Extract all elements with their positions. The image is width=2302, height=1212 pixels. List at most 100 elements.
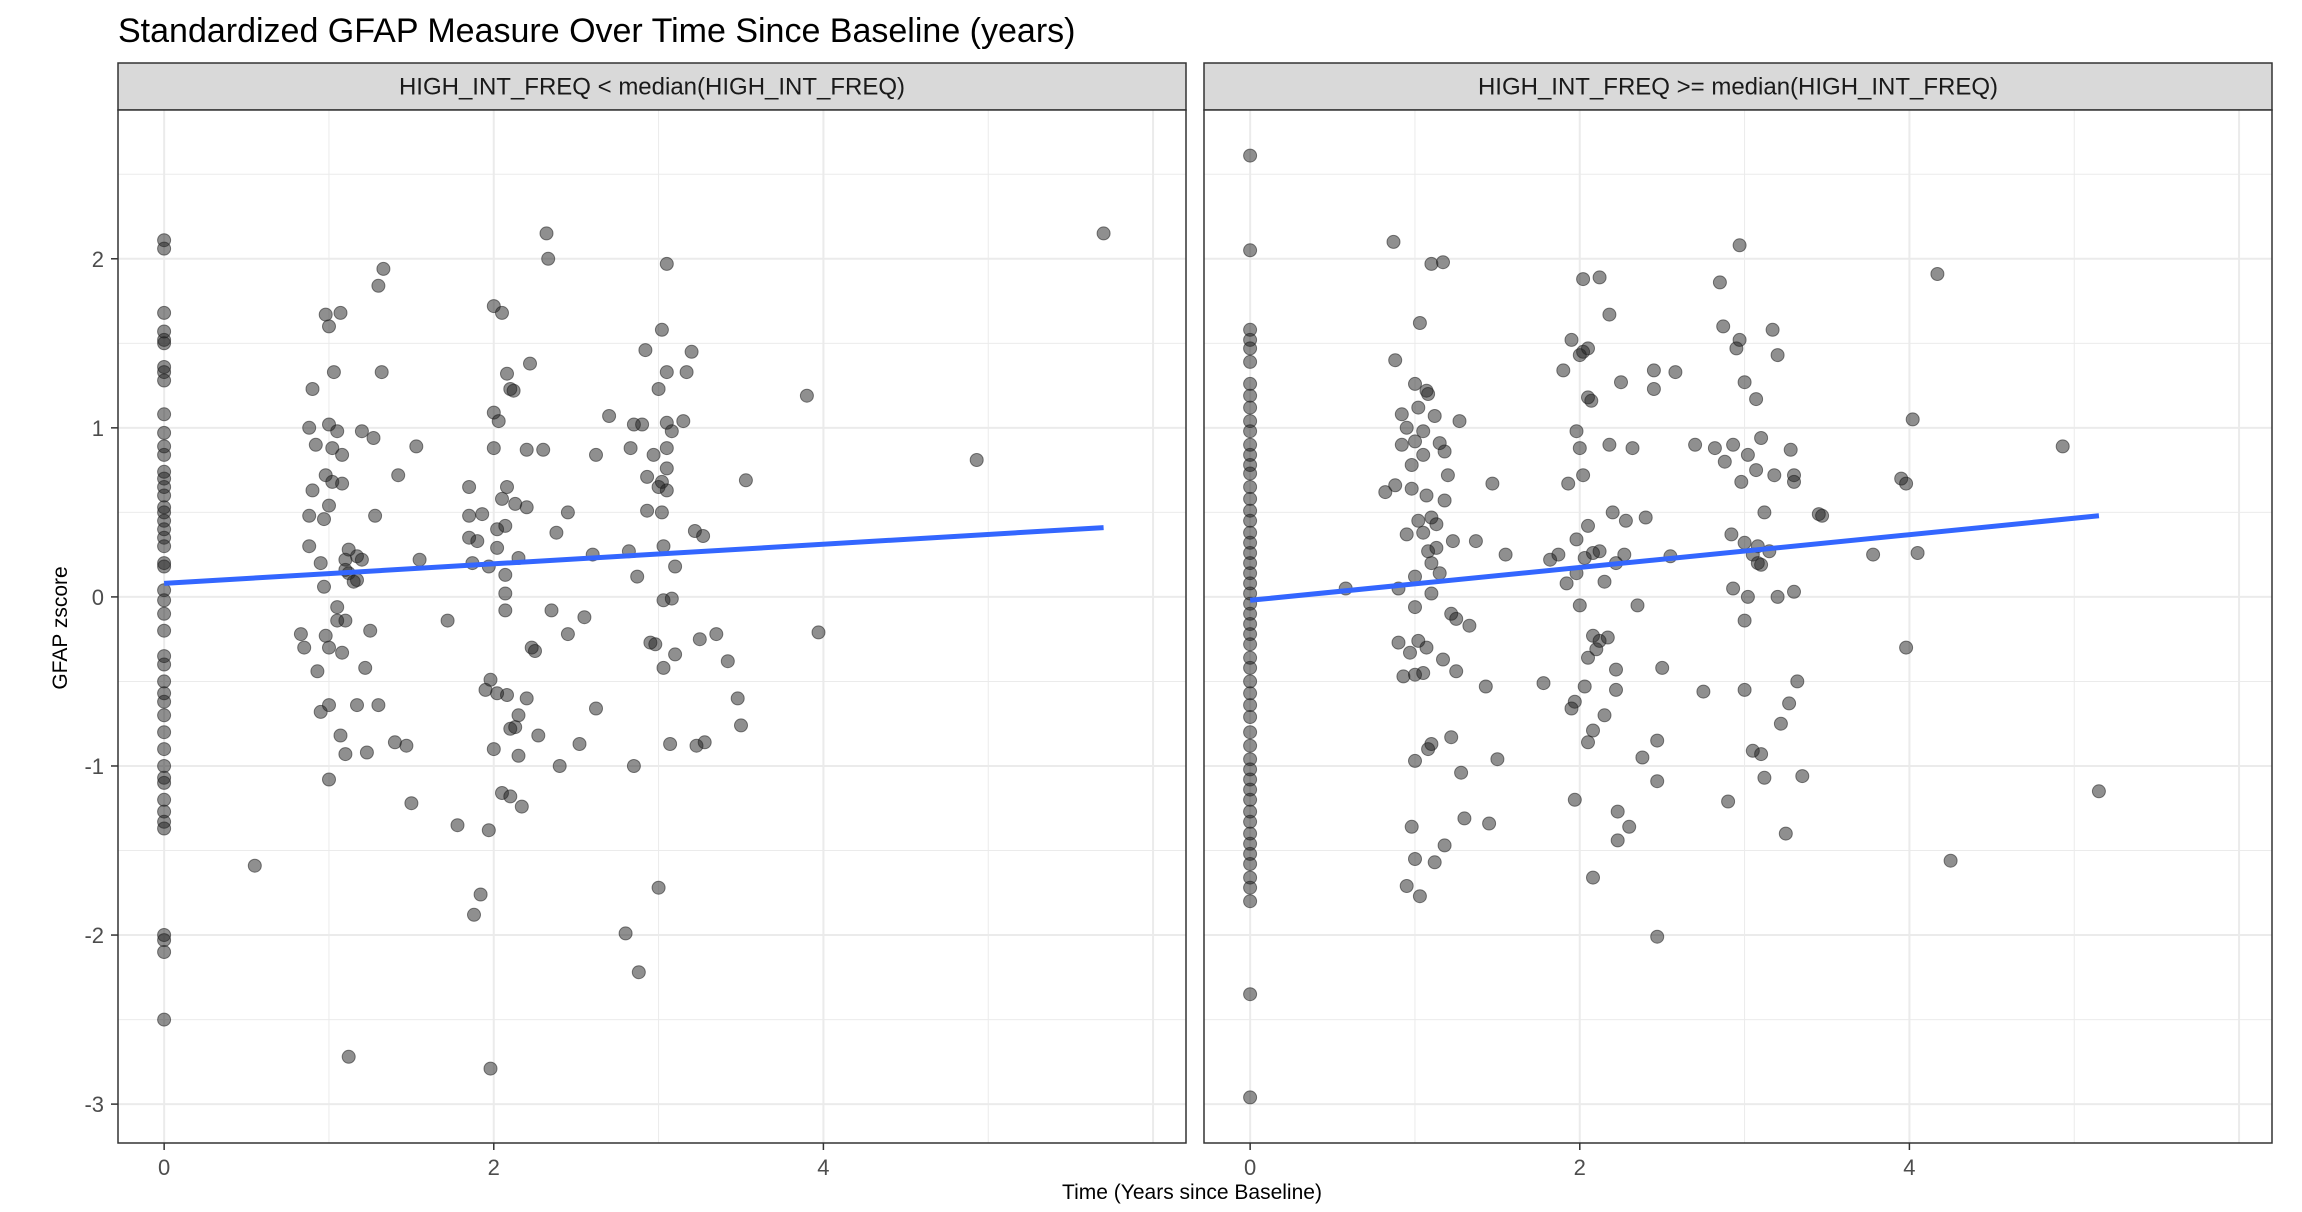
data-point	[1243, 243, 1258, 258]
facet-panel-1: HIGH_INT_FREQ < median(HIGH_INT_FREQ) 0 2 4	[117, 62, 1187, 1180]
data-point	[318, 307, 333, 322]
data-point	[577, 610, 592, 625]
data-point	[1930, 267, 1945, 281]
data-point	[498, 518, 513, 533]
data-point	[157, 559, 172, 574]
data-point	[1610, 804, 1625, 819]
data-point	[318, 628, 333, 643]
data-point	[483, 672, 498, 687]
data-point	[1243, 738, 1258, 753]
data-point	[358, 660, 373, 675]
data-point	[157, 759, 172, 773]
data-point	[157, 305, 172, 320]
data-point	[391, 468, 406, 483]
data-point	[498, 567, 513, 582]
data-point	[1424, 556, 1439, 571]
data-point	[322, 319, 336, 334]
data-point	[1243, 424, 1258, 439]
data-point	[1243, 400, 1258, 415]
data-point	[519, 500, 534, 515]
data-point	[1412, 316, 1427, 330]
data-point	[1432, 566, 1447, 581]
data-point	[1787, 584, 1801, 599]
data-point	[338, 747, 353, 762]
data-point	[490, 540, 505, 555]
y-tick-label: 1	[92, 416, 104, 441]
data-point	[1449, 611, 1464, 626]
data-point	[1726, 437, 1741, 452]
data-point	[1457, 811, 1472, 826]
data-point	[1724, 527, 1739, 542]
data-point	[511, 708, 526, 723]
data-point	[371, 698, 386, 713]
data-point	[157, 606, 172, 621]
data-point	[1782, 696, 1797, 711]
data-point	[1498, 547, 1513, 562]
data-point	[1462, 618, 1477, 633]
data-point	[679, 365, 694, 380]
data-point	[157, 674, 172, 689]
data-point	[523, 356, 537, 371]
data-point	[536, 442, 551, 457]
data-point	[519, 442, 534, 457]
data-point	[1610, 833, 1625, 848]
data-point	[302, 420, 317, 435]
data-point	[157, 623, 172, 638]
data-point	[646, 447, 661, 462]
data-point	[1437, 838, 1452, 853]
data-point	[308, 437, 323, 452]
data-point	[1635, 750, 1650, 765]
y-tick-label: -2	[84, 923, 104, 948]
y-tick-label: 0	[92, 585, 104, 610]
data-point	[157, 447, 172, 462]
data-point	[157, 694, 172, 709]
data-point	[1732, 332, 1747, 347]
data-point	[1561, 476, 1576, 491]
data-point	[1424, 586, 1439, 601]
data-point	[157, 821, 172, 836]
data-point	[1581, 650, 1595, 665]
data-point	[330, 424, 345, 439]
data-point	[483, 1061, 498, 1076]
data-point	[374, 365, 389, 380]
chart-title: Standardized GFAP Measure Over Time Sinc…	[118, 12, 1075, 50]
data-point	[1427, 409, 1442, 423]
data-point	[664, 591, 679, 606]
data-point	[1437, 444, 1452, 459]
data-point	[1416, 525, 1431, 540]
data-point	[1404, 819, 1419, 834]
data-point	[659, 365, 674, 380]
data-point	[1378, 485, 1393, 500]
data-point	[157, 407, 172, 422]
data-point	[317, 512, 331, 527]
data-point	[1569, 532, 1584, 547]
data-point	[1787, 474, 1801, 489]
data-point	[1749, 392, 1764, 407]
data-point	[1625, 441, 1640, 456]
data-point	[1243, 674, 1258, 689]
data-point	[1712, 275, 1727, 290]
data-point	[1444, 730, 1459, 745]
data-point	[1650, 733, 1665, 748]
data-point	[338, 613, 353, 628]
y-axis: 2 1 0 -1 -2 -3	[84, 247, 118, 1117]
data-point	[409, 439, 424, 454]
x-tick-label: 4	[1903, 1155, 1915, 1180]
data-point	[1905, 412, 1920, 427]
data-point	[322, 498, 336, 513]
data-point	[1243, 491, 1258, 506]
data-point	[1388, 353, 1403, 368]
data-point	[467, 907, 481, 922]
data-point	[1737, 613, 1752, 628]
data-point	[1707, 441, 1722, 456]
data-point	[659, 441, 674, 456]
data-point	[1726, 581, 1741, 596]
data-point	[1449, 664, 1464, 679]
data-point	[1243, 894, 1258, 909]
data-point	[1567, 694, 1582, 709]
data-points	[1243, 148, 2106, 1105]
data-point	[602, 409, 617, 423]
data-point	[1600, 630, 1615, 645]
data-point	[1243, 686, 1258, 701]
data-point	[475, 507, 490, 522]
